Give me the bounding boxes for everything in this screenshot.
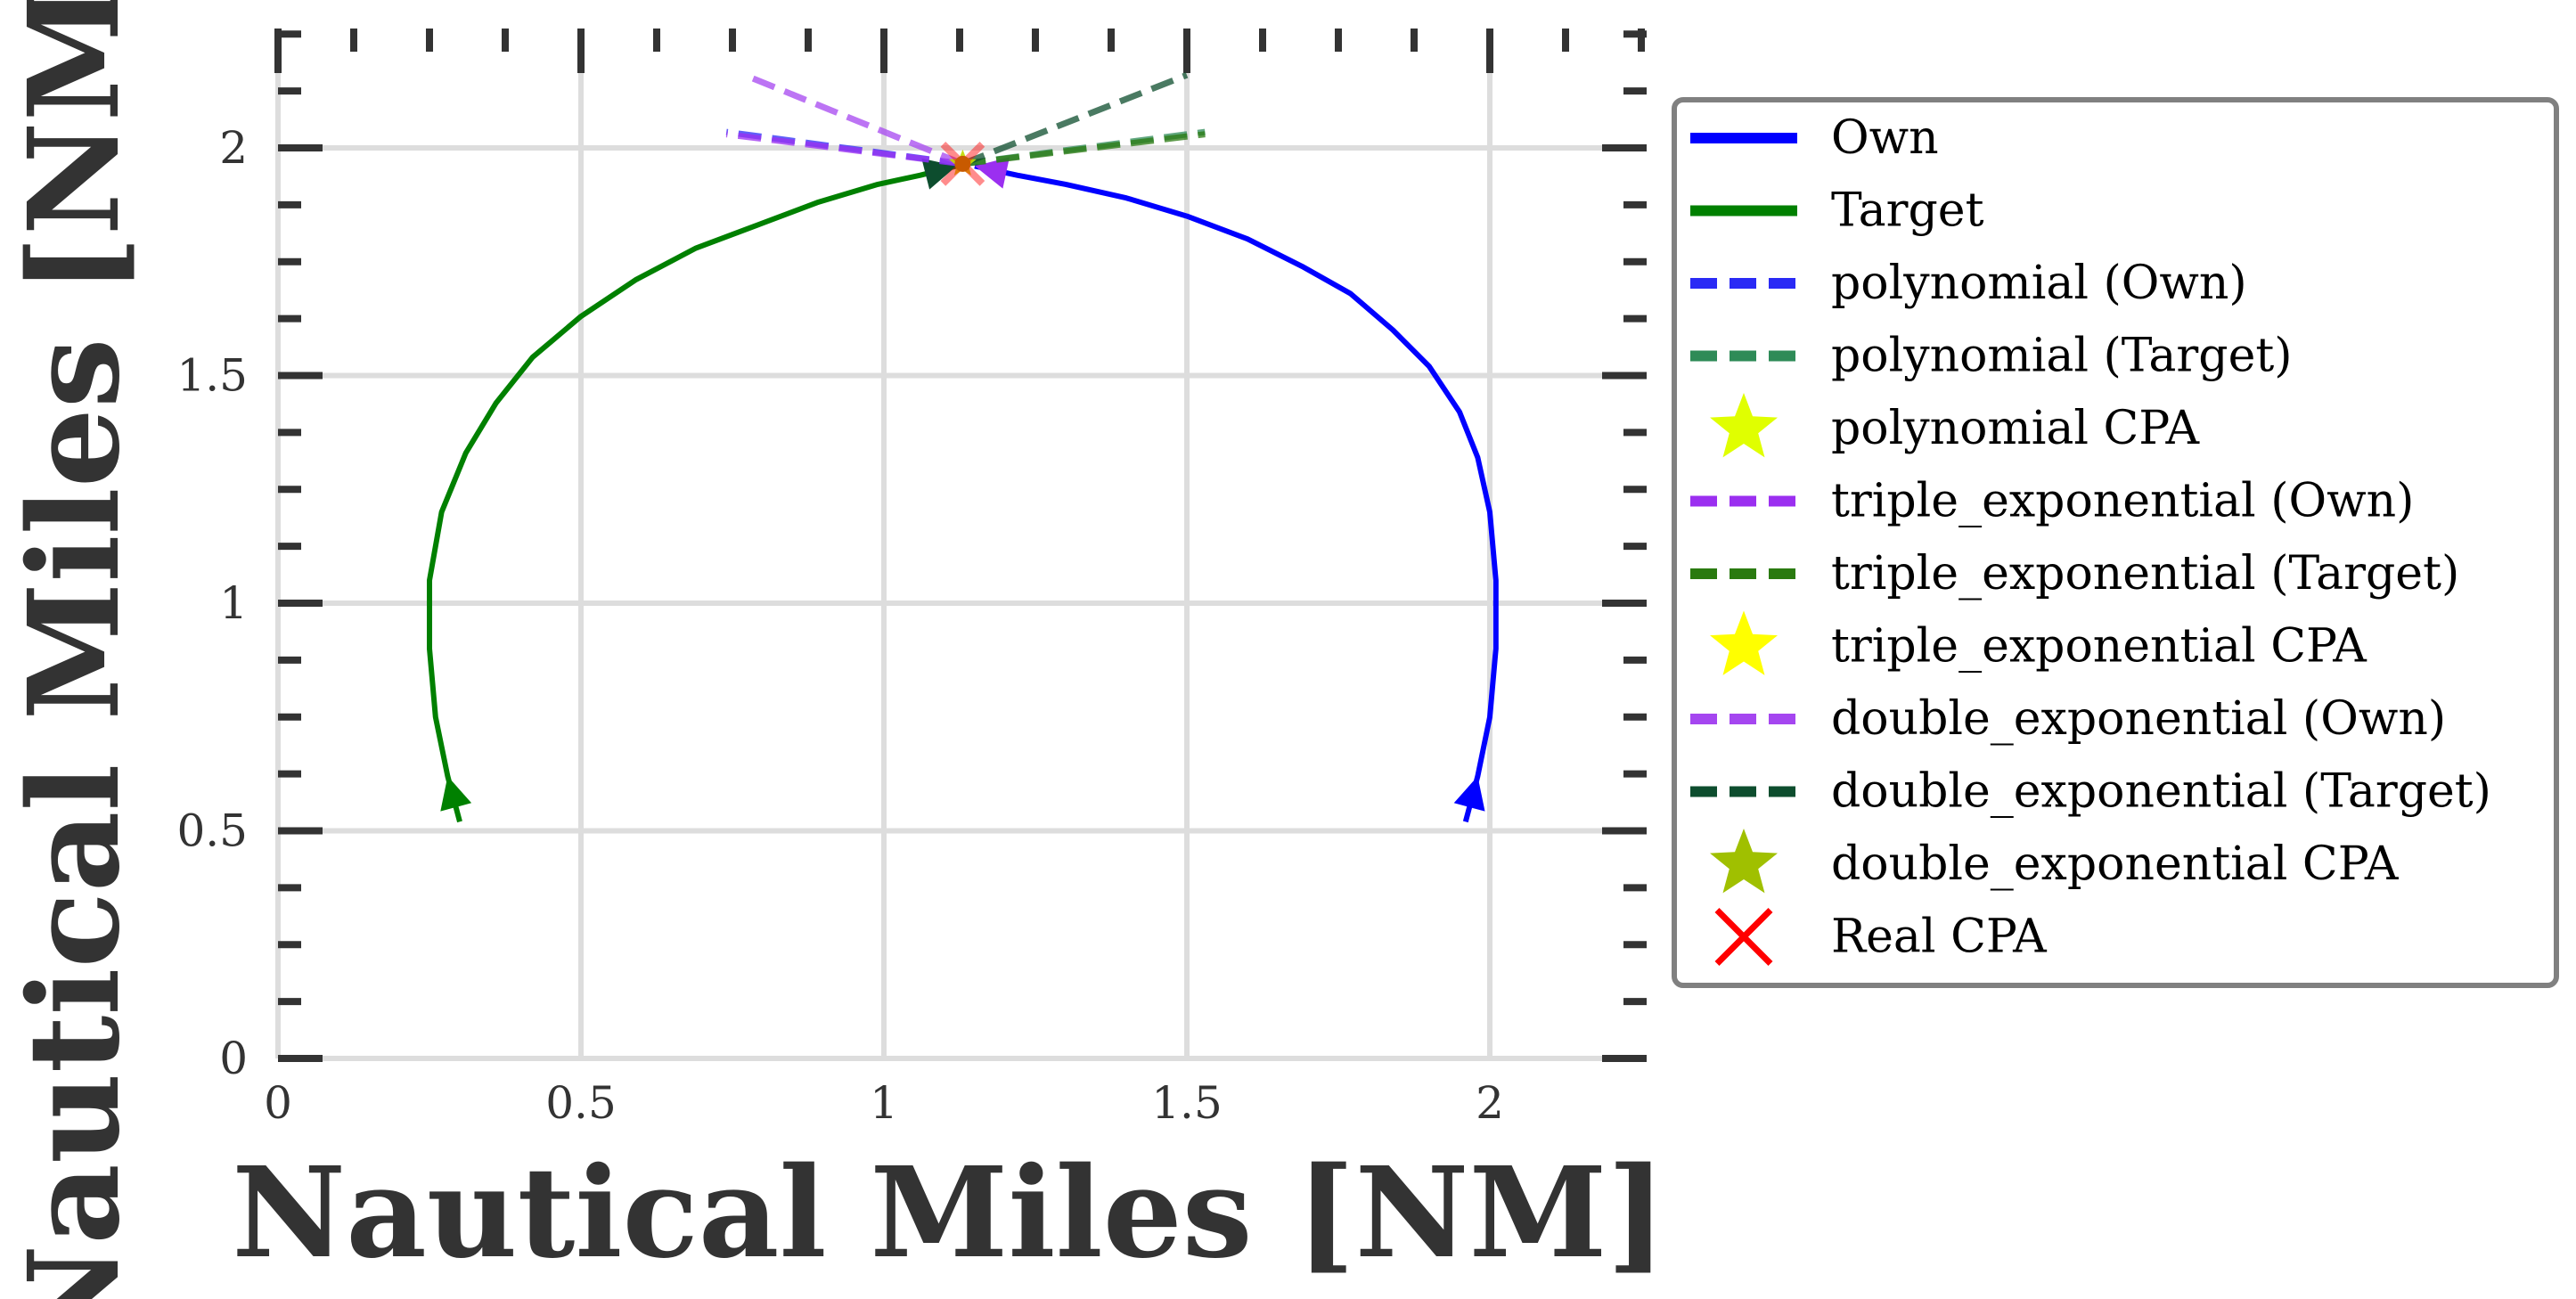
legend-entry-own-label: Own [1831,111,1939,165]
end-arrow [921,158,957,190]
y-tick-label: 0 [219,1033,248,1084]
x-axis-title: Nautical Miles [NM] [232,1140,1666,1287]
series-triple-exponential-own [725,131,963,167]
x-tick-label: 1 [870,1077,898,1129]
series-triple-exponential-target [961,131,1206,167]
end-arrow [975,157,1010,189]
legend-entry-real-cpa-label: Real CPA [1831,911,2048,964]
legend-entry-triple-exponential-own-label: triple_exponential (Own) [1831,475,2414,528]
x-tick-label: 0.5 [545,1077,617,1129]
legend-entry-triple-exponential-cpa-label: triple_exponential CPA [1831,620,2367,674]
legend-entry-real-cpa-swatch [1714,908,1773,966]
y-tick-label: 2 [219,122,248,174]
legend-entry-target-label: Target [1831,184,1984,238]
series-layer [427,71,1499,823]
y-tick-label: 0.5 [176,805,248,857]
legend-entry-double-exponential-cpa-label: double_exponential CPA [1831,837,2400,891]
axes-frame [276,29,1647,1060]
legend-box [1672,97,2559,988]
y-axis-title: Nautical Miles [NM] [2,0,148,1299]
legend: Own Target polynomial (Own) polynomial (Tar… [1672,97,2559,988]
legend-entry-double-exponential-cpa-swatch [1710,829,1778,894]
legend-entry-double-exponential-own-label: double_exponential (Own) [1831,692,2446,746]
tick-labels: 0 0.5 1 1.5 2 0 0.5 1 1.5 2 [176,122,1503,1129]
y-tick-label: 1 [219,577,248,629]
direction-arrow [1453,776,1485,812]
legend-entry-triple-exponential-cpa-swatch [1710,610,1778,675]
y-tick-label: 1.5 [176,350,248,402]
series-target [427,163,958,823]
x-tick-label: 1.5 [1151,1077,1223,1129]
legend-entry-polynomial-own-label: polynomial (Own) [1831,257,2247,310]
legend-entry-polynomial-target-label: polynomial (Target) [1831,330,2293,383]
series-own [974,163,1499,823]
x-tick-label: 2 [1476,1077,1504,1129]
legend-entry-triple-exponential-target-label: triple_exponential (Target) [1831,547,2459,600]
grid [275,29,1647,1061]
legend-entry-polynomial-cpa-swatch [1710,393,1778,458]
markers-layer [940,142,985,186]
legend-entry-double-exponential-target-label: double_exponential (Target) [1831,765,2491,819]
cpa-overlap-dot [954,155,971,172]
ticks [274,29,1647,1062]
x-tick-label: 0 [264,1077,292,1129]
direction-arrow [440,776,472,812]
series-double-exponential-own [743,71,964,167]
legend-entry-polynomial-cpa-label: polynomial CPA [1831,402,2201,455]
series-double-exponential-target [961,71,1189,167]
